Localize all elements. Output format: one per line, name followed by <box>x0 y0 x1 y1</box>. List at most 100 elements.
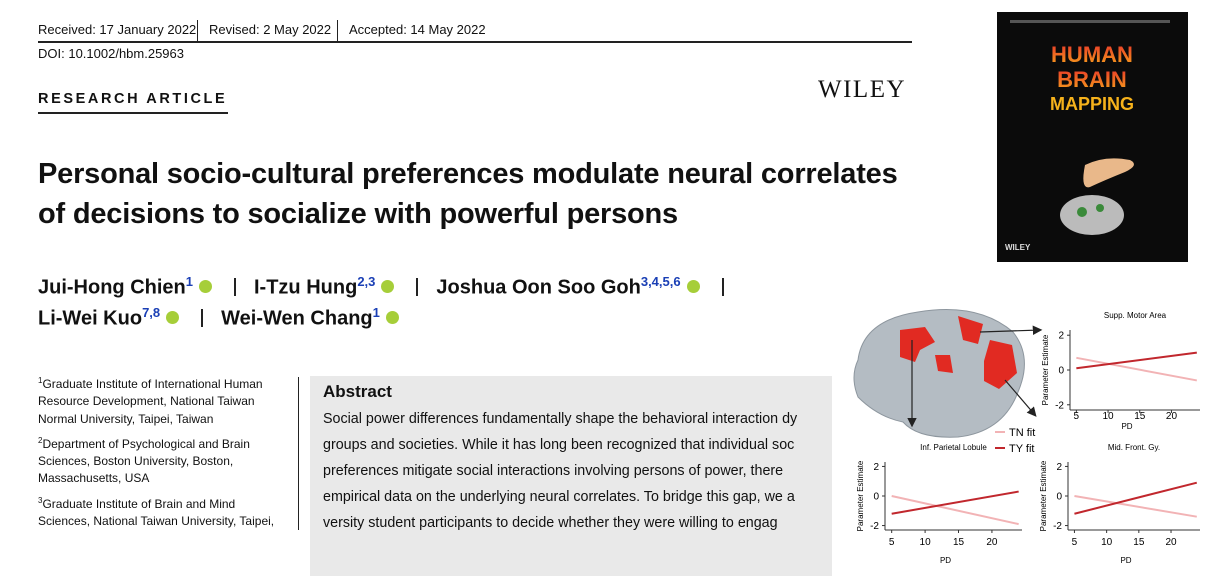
x-tick-label: 20 <box>1166 411 1178 422</box>
affil-number: 2 <box>38 435 43 445</box>
y-axis-label: Parameter Estimate <box>1039 460 1048 531</box>
brain-activation <box>958 316 983 344</box>
affiliation: 3Graduate Institute of Brain and Mind Sc… <box>38 492 283 530</box>
arrow <box>979 325 1043 336</box>
chart-title: Supp. Motor Area <box>1104 311 1167 320</box>
x-tick-label: 15 <box>1134 411 1146 422</box>
abstract-line: groups and societies. While it has long … <box>323 437 795 453</box>
fit-line <box>1074 495 1197 518</box>
y-tick-label: 2 <box>873 462 879 473</box>
separator <box>416 277 419 296</box>
cover-hand <box>1083 158 1134 188</box>
x-tick-label: 15 <box>1133 537 1145 548</box>
author-line: Jui-Hong Chien1 I-Tzu Hung2,3 Joshua Oon S… <box>38 274 742 300</box>
affil-ref: 1 <box>372 305 380 320</box>
orcid-icon[interactable] <box>385 310 399 324</box>
chart-title: Mid. Front. Gy. <box>1108 443 1160 452</box>
brain <box>853 309 1025 438</box>
x-tick-label: 20 <box>1165 537 1177 548</box>
title-line: of decisions to socialize with powerful … <box>38 198 678 230</box>
abstract-line: Social power differences fundamentally s… <box>323 411 798 427</box>
x-tick-label: 15 <box>953 537 965 548</box>
y-tick-label: 0 <box>1058 366 1064 377</box>
title-line: Personal socio-cultural preferences modu… <box>38 158 898 190</box>
brain-render <box>853 309 1043 438</box>
x-tick-label: 5 <box>889 537 895 548</box>
x-tick-label: 5 <box>1072 537 1078 548</box>
cover-title: MAPPING <box>1050 94 1134 114</box>
author: Li-Wei Kuo <box>38 307 143 330</box>
x-tick-label: 10 <box>1101 537 1113 548</box>
affil-text: Graduate Institute of Brain and Mind Sci… <box>38 496 275 529</box>
fit-line <box>1074 481 1198 515</box>
abstract-line: empirical data on the underlying neural … <box>323 489 795 505</box>
y-tick-label: 0 <box>1056 492 1062 503</box>
affil-ref: 2,3 <box>357 274 376 289</box>
orcid-icon[interactable] <box>199 279 212 293</box>
fit-line <box>1076 351 1197 370</box>
y-axis-label: Parameter Estimate <box>856 460 865 531</box>
arrow <box>1004 379 1037 417</box>
cover-brain <box>1060 195 1124 235</box>
y-tick-label: 2 <box>1058 331 1064 342</box>
author-line: Li-Wei Kuo7,8 Wei-Wen Chang1 <box>38 305 403 331</box>
x-axis-label: PD <box>1121 422 1132 431</box>
affiliation: 2Department of Psychological and Brain S… <box>38 432 283 488</box>
affiliations: 1Graduate Institute of International Hum… <box>38 372 283 530</box>
y-tick-label: 2 <box>1056 462 1062 473</box>
fit-line <box>891 490 1019 515</box>
fit-line <box>891 495 1019 526</box>
separator <box>721 277 724 296</box>
separator <box>197 20 198 42</box>
article-type: RESEARCH ARTICLE <box>38 91 228 107</box>
y-axis-label: Parameter Estimate <box>1041 334 1050 405</box>
affil-text: Graduate Institute of International Huma… <box>38 377 263 426</box>
y-tick-label: 0 <box>873 492 879 503</box>
x-tick-label: 10 <box>1102 411 1114 422</box>
doi: DOI: 10.1002/hbm.25963 <box>38 46 184 61</box>
brain-activation <box>900 327 935 362</box>
brain-activation <box>935 355 953 373</box>
affil-ref: 1 <box>185 274 193 289</box>
abstract-line: preferences mitigate social interactions… <box>323 463 784 479</box>
cover-dot <box>1077 207 1087 217</box>
journal-cover[interactable]: HUMAN BRAIN MAPPING WILEY <box>997 12 1188 262</box>
accepted: Accepted: 14 May 2022 <box>349 22 486 37</box>
x-tick-label: 5 <box>1074 411 1080 422</box>
separator <box>337 20 338 42</box>
abstract-heading: Abstract <box>323 382 392 401</box>
received: Received: 17 January 2022 <box>38 22 197 37</box>
revised: Revised: 2 May 2022 <box>209 22 332 37</box>
author: Jui-Hong Chien <box>38 276 186 299</box>
chart-title: Inf. Parietal Lobule <box>920 443 987 452</box>
cover-title: BRAIN <box>1057 67 1127 92</box>
cover-dot <box>1096 204 1104 212</box>
x-axis-label: PD <box>1120 556 1131 565</box>
brain-activation <box>984 340 1017 389</box>
y-tick-label: -2 <box>870 521 879 532</box>
author: I-Tzu Hung <box>254 276 358 299</box>
affil-ref: 3,4,5,6 <box>640 274 681 289</box>
affil-ref: 7,8 <box>142 305 161 320</box>
publisher: WILEY <box>818 76 907 103</box>
divider <box>298 377 299 530</box>
separator <box>201 308 204 327</box>
legend-label: TY fit <box>1009 443 1034 455</box>
legend-label: TN fit <box>1009 427 1035 439</box>
orcid-icon[interactable] <box>166 310 180 324</box>
affil-number: 3 <box>38 495 43 505</box>
cover-publisher: WILEY <box>1005 243 1031 252</box>
separator <box>234 277 236 296</box>
rule <box>38 112 228 114</box>
orcid-icon[interactable] <box>381 279 395 293</box>
x-tick-label: 10 <box>920 537 932 548</box>
abstract: Abstract Social power differences fundam… <box>310 376 832 576</box>
x-tick-label: 20 <box>986 537 998 548</box>
orcid-icon[interactable] <box>686 279 700 293</box>
cover-rule <box>1010 20 1170 23</box>
rule <box>38 41 912 43</box>
x-axis-label: PD <box>940 556 951 565</box>
author: Joshua Oon Soo Goh <box>436 276 641 299</box>
